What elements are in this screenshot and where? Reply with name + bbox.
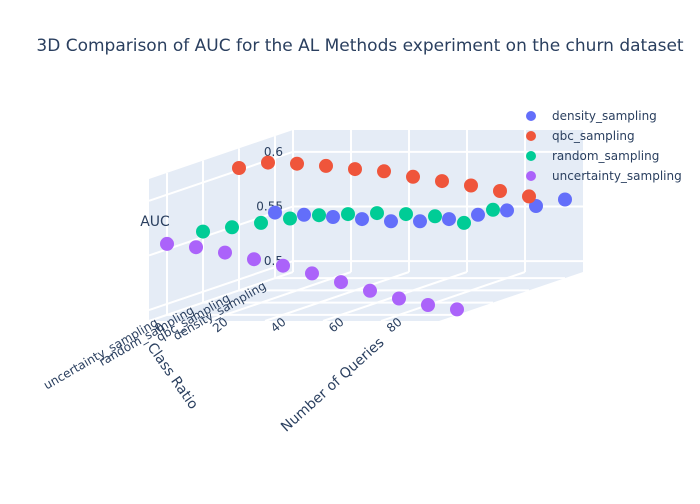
data-point[interactable] <box>421 298 435 312</box>
series-qbc_sampling <box>232 155 536 204</box>
grid-line-queries-floor-1 <box>206 271 352 322</box>
data-point[interactable] <box>232 161 246 175</box>
legend-label: qbc_sampling <box>552 129 635 143</box>
data-point[interactable] <box>392 291 406 306</box>
data-point[interactable] <box>297 207 311 222</box>
data-point[interactable] <box>377 164 391 179</box>
data-point[interactable] <box>254 215 268 230</box>
data-point[interactable] <box>218 245 232 260</box>
data-point[interactable] <box>160 236 174 251</box>
data-point[interactable] <box>261 155 275 170</box>
data-point[interactable] <box>189 240 203 255</box>
grid-line-queries-floor-0 <box>148 271 294 322</box>
data-point[interactable] <box>319 158 333 173</box>
back-pane <box>293 130 583 272</box>
data-point[interactable] <box>268 205 282 220</box>
data-point[interactable] <box>276 258 290 273</box>
data-point[interactable] <box>435 174 449 189</box>
data-point[interactable] <box>370 206 384 221</box>
data-point[interactable] <box>406 169 420 184</box>
series-density_sampling <box>268 192 572 229</box>
data-point[interactable] <box>283 211 297 226</box>
data-point[interactable] <box>305 266 319 281</box>
data-point[interactable] <box>247 252 261 267</box>
data-point[interactable] <box>558 192 572 207</box>
data-point[interactable] <box>471 207 485 222</box>
legend-marker <box>526 131 536 141</box>
data-point[interactable] <box>384 214 398 229</box>
data-point[interactable] <box>486 202 500 217</box>
data-point[interactable] <box>363 283 377 298</box>
series-random_sampling <box>196 202 500 239</box>
data-point[interactable] <box>399 207 413 222</box>
data-point[interactable] <box>428 209 442 224</box>
legend-item-random_sampling[interactable]: random_sampling <box>526 149 659 163</box>
data-point[interactable] <box>457 215 471 230</box>
category-tick-label: uncertainty_sampling <box>41 315 160 392</box>
legend-marker <box>526 111 536 121</box>
axis-title-queries: Number of Queries <box>278 335 387 436</box>
data-point[interactable] <box>450 302 464 317</box>
data-point[interactable] <box>355 212 369 227</box>
data-point[interactable] <box>500 203 514 218</box>
data-point[interactable] <box>334 275 348 290</box>
legend-label: uncertainty_sampling <box>552 169 682 183</box>
legend-label: density_sampling <box>552 109 657 123</box>
chart-title: 3D Comparison of AUC for the AL Methods … <box>36 36 684 56</box>
series-uncertainty_sampling <box>160 236 464 317</box>
legend[interactable]: density_sampling qbc_sampling random_sampl… <box>526 109 682 183</box>
data-point[interactable] <box>348 162 362 177</box>
data-point[interactable] <box>529 199 543 213</box>
data-point[interactable] <box>522 189 536 204</box>
auc-tick-label: 0.6 <box>264 145 283 159</box>
axis-title-class-ratio: Class Ratio <box>144 340 201 412</box>
grid-line-queries-floor-4 <box>380 271 526 322</box>
legend-item-qbc_sampling[interactable]: qbc_sampling <box>526 129 635 143</box>
data-point[interactable] <box>326 210 340 224</box>
scene-points <box>160 155 572 317</box>
legend-label: random_sampling <box>552 149 659 163</box>
data-point[interactable] <box>442 212 456 227</box>
data-point[interactable] <box>341 207 355 222</box>
data-point[interactable] <box>312 208 326 223</box>
data-point[interactable] <box>196 224 210 239</box>
legend-marker <box>526 171 536 181</box>
legend-item-density_sampling[interactable]: density_sampling <box>526 109 657 123</box>
scene-grid <box>148 130 583 322</box>
data-point[interactable] <box>493 184 507 198</box>
axis-title-auc: AUC <box>140 214 170 230</box>
grid-line-queries-floor-2 <box>264 271 410 322</box>
legend-item-uncertainty_sampling[interactable]: uncertainty_sampling <box>526 169 682 183</box>
data-point[interactable] <box>413 214 427 229</box>
data-point[interactable] <box>464 178 478 193</box>
data-point[interactable] <box>225 220 239 235</box>
legend-marker <box>526 151 536 161</box>
data-point[interactable] <box>290 156 304 171</box>
grid-line-auc-side-0 <box>148 260 294 312</box>
